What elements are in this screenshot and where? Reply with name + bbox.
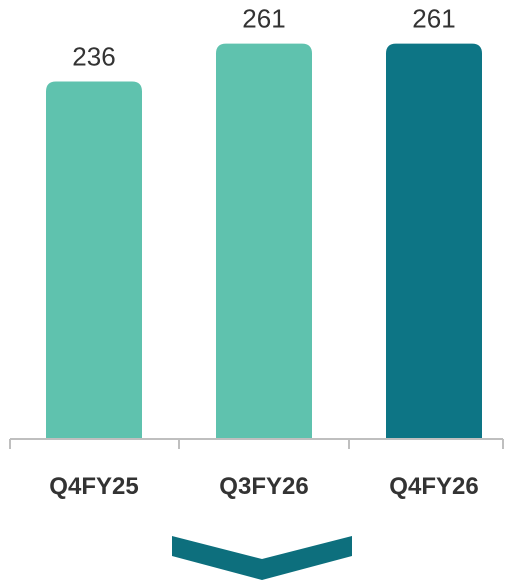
value-label-q4fy26: 261 [412,4,455,34]
bars-group [46,43,482,440]
tick-label-q3fy26: Q3FY26 [219,473,308,500]
value-labels-group: 236 261 261 [72,4,455,72]
x-axis-tick-labels: Q4FY25 Q3FY26 Q4FY26 [49,473,478,500]
value-label-q4fy25: 236 [72,42,115,72]
value-label-q3fy26: 261 [242,4,285,34]
down-chevron-icon [172,536,352,580]
tick-label-q4fy26: Q4FY26 [389,473,478,500]
bar-q4fy26 [386,43,482,440]
bar-q4fy25 [46,81,142,440]
bar-q3fy26 [216,43,312,440]
tick-label-q4fy25: Q4FY25 [49,473,138,500]
x-axis-ticks [9,439,504,449]
